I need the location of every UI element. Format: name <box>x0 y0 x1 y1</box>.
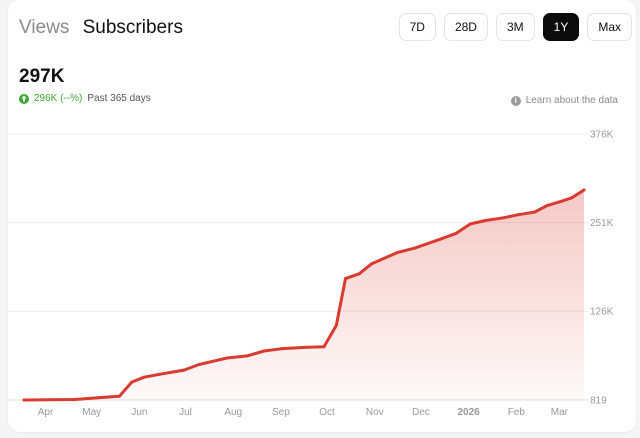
y-tick-label: 819 <box>590 396 607 407</box>
x-tick-label: 2026 <box>457 407 480 418</box>
data-point <box>344 277 347 281</box>
data-point <box>570 196 574 200</box>
change-value: 296K (--%) <box>34 93 83 104</box>
data-point <box>454 231 458 235</box>
range-3m-button[interactable]: 3M <box>495 13 535 41</box>
data-point <box>117 394 121 398</box>
change-period: Past 365 days <box>87 93 151 104</box>
time-range-selector: 7D 28D 3M 1Y Max <box>398 13 632 41</box>
range-1y-button[interactable]: 1Y <box>542 13 580 41</box>
x-tick-label: Oct <box>319 407 335 418</box>
y-tick-label: 251K <box>590 218 614 229</box>
x-tick-label: Mar <box>551 407 569 418</box>
data-point <box>279 347 283 351</box>
x-tick-label: Jun <box>131 407 147 418</box>
data-point <box>130 380 134 384</box>
data-point <box>262 349 266 353</box>
tab-views[interactable]: Views <box>19 17 70 38</box>
data-point <box>245 354 249 358</box>
data-point <box>182 368 186 372</box>
data-point <box>225 356 229 360</box>
data-point <box>396 250 400 254</box>
x-tick-label: Sep <box>272 407 290 418</box>
range-max-button[interactable]: Max <box>587 13 632 41</box>
data-point <box>468 222 472 226</box>
data-point <box>22 398 26 402</box>
subscriber-change: 296K (--%) Past 365 days <box>19 93 151 104</box>
y-tick-label: 126K <box>590 307 614 318</box>
data-point <box>533 210 537 214</box>
data-point <box>439 237 443 241</box>
data-point <box>302 345 306 349</box>
data-point <box>334 323 338 327</box>
arrow-up-icon <box>19 93 29 104</box>
data-point <box>502 216 506 220</box>
subscriber-total: 297K <box>19 66 65 87</box>
data-point <box>197 362 201 366</box>
data-point <box>357 272 361 276</box>
learn-about-data-label: Learn about the data <box>525 95 618 106</box>
tab-subscribers[interactable]: Subscribers <box>82 17 183 38</box>
x-tick-label: May <box>82 407 101 418</box>
data-point <box>545 204 549 208</box>
info-icon: i <box>510 95 521 106</box>
metric-tabs: Views Subscribers <box>19 17 191 39</box>
range-7d-button[interactable]: 7D <box>398 13 436 41</box>
x-tick-label: Jul <box>179 407 192 418</box>
y-tick-label: 376K <box>590 130 614 141</box>
x-tick-label: Aug <box>224 407 242 418</box>
data-point <box>582 188 586 192</box>
x-tick-label: Dec <box>412 407 430 418</box>
subscribers-area <box>24 190 584 400</box>
data-point <box>413 246 417 250</box>
range-28d-button[interactable]: 28D <box>443 13 488 41</box>
data-point <box>516 213 520 217</box>
data-point <box>322 345 326 349</box>
learn-about-data-link[interactable]: i Learn about the data <box>510 95 618 106</box>
x-tick-label: Feb <box>508 407 526 418</box>
data-point <box>370 262 374 266</box>
data-point <box>484 219 487 222</box>
subscribers-line <box>22 188 586 402</box>
data-point <box>96 396 100 400</box>
data-point <box>559 199 563 203</box>
x-tick-label: Apr <box>38 407 54 418</box>
data-point <box>73 398 77 401</box>
data-point <box>157 372 161 376</box>
data-point <box>142 375 146 379</box>
x-tick-label: Nov <box>366 407 384 418</box>
